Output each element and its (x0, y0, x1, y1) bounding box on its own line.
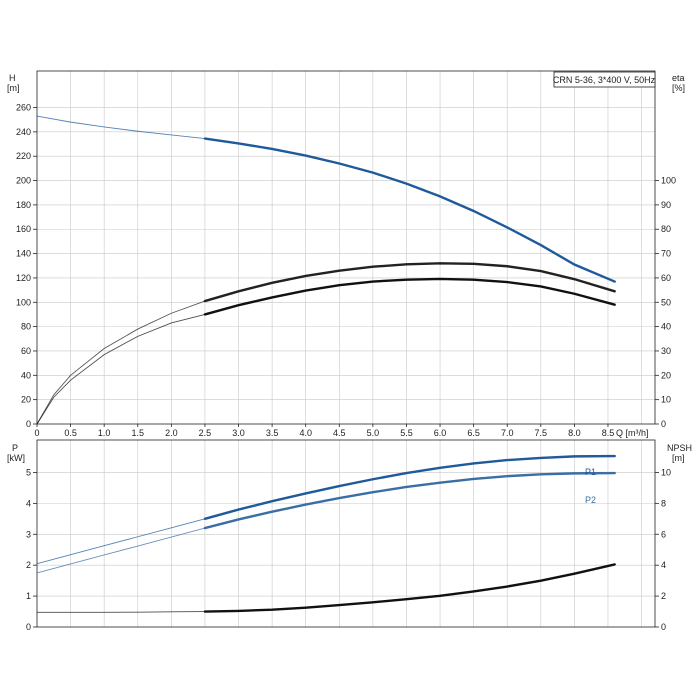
top-right-tick-label: 40 (661, 322, 671, 332)
bottom-left-tick-label: 0 (26, 622, 31, 632)
top-left-tick-label: 160 (16, 224, 31, 234)
x-tick-label: 6.0 (434, 428, 447, 438)
x-tick-label: 5.5 (400, 428, 413, 438)
top-left-tick-label: 260 (16, 103, 31, 113)
top-right-axis-unit: [%] (672, 83, 685, 93)
x-tick-label: 3.0 (232, 428, 245, 438)
top-left-tick-label: 80 (21, 322, 31, 332)
x-tick-label: 8.5 (602, 428, 615, 438)
p2-series-label: P2 (585, 495, 596, 505)
x-axis-label: Q [m³/h] (616, 428, 649, 438)
bottom-series-2-operating-line (203, 563, 616, 613)
top-right-tick-label: 90 (661, 200, 671, 210)
top-left-tick-label: 200 (16, 176, 31, 186)
x-tick-label: 1.5 (132, 428, 145, 438)
top-left-tick-label: 40 (21, 370, 31, 380)
bottom-right-tick-label: 4 (661, 560, 666, 570)
top-right-tick-label: 60 (661, 273, 671, 283)
top-series-2-operating-line (203, 277, 616, 316)
bottom-series-0-operating-line (203, 454, 616, 521)
top-left-tick-label: 140 (16, 249, 31, 259)
bottom-right-axis-unit: [m] (672, 453, 685, 463)
top-left-tick-label: 180 (16, 200, 31, 210)
top-right-tick-label: 10 (661, 395, 671, 405)
top-right-tick-label: 100 (661, 176, 676, 186)
bottom-right-tick-label: 8 (661, 498, 666, 508)
bottom-series-0-extension-line (36, 518, 206, 565)
top-series-0-extension-line (36, 115, 205, 140)
top-right-tick-label: 80 (661, 224, 671, 234)
top-left-tick-label: 120 (16, 273, 31, 283)
bottom-left-tick-label: 1 (26, 591, 31, 601)
bottom-left-tick-label: 4 (26, 498, 31, 508)
x-tick-label: 2.0 (165, 428, 178, 438)
head-efficiency-panel: 0204060801001201401601802002202402600102… (16, 70, 676, 438)
top-series-2-extension-line (36, 314, 206, 425)
top-plot-frame (36, 70, 656, 425)
x-tick-label: 1.0 (98, 428, 111, 438)
top-right-tick-label: 30 (661, 346, 671, 356)
bottom-right-tick-label: 2 (661, 591, 666, 601)
bottom-plot-frame (36, 439, 656, 628)
bottom-right-tick-label: 6 (661, 529, 666, 539)
x-tick-label: 4.5 (333, 428, 346, 438)
top-series-0-operating-line (203, 137, 616, 283)
top-right-axis-label: eta (672, 73, 685, 83)
top-right-tick-label: 0 (661, 419, 666, 429)
bottom-left-tick-label: 3 (26, 529, 31, 539)
bottom-right-tick-label: 0 (661, 622, 666, 632)
x-tick-label: 5.0 (367, 428, 380, 438)
top-left-tick-label: 100 (16, 297, 31, 307)
bottom-left-tick-label: 5 (26, 467, 31, 477)
top-left-tick-label: 20 (21, 395, 31, 405)
bottom-left-axis-unit: [kW] (7, 453, 25, 463)
x-tick-label: 2.5 (199, 428, 212, 438)
title-box (553, 71, 656, 88)
x-tick-label: 0.5 (64, 428, 77, 438)
top-right-tick-label: 20 (661, 370, 671, 380)
x-tick-label: 3.5 (266, 428, 279, 438)
x-tick-label: 4.0 (299, 428, 312, 438)
top-series-1-operating-line (203, 262, 616, 303)
bottom-left-axis-label: P (12, 443, 18, 453)
x-tick-label: 8.0 (568, 428, 581, 438)
top-left-axis-unit: [m] (7, 83, 20, 93)
top-left-tick-label: 240 (16, 127, 31, 137)
top-left-tick-label: 220 (16, 151, 31, 161)
bottom-series-2-extension-line (37, 611, 205, 613)
chart-title: CRN 5-36, 3*400 V, 50Hz (553, 75, 656, 85)
power-npsh-panel: 0 1 2 3 4 5 0 2 4 6 8 10 (26, 439, 671, 632)
x-tick-label: 7.0 (501, 428, 514, 438)
p1-series-label: P1 (585, 467, 596, 477)
top-right-tick-label: 70 (661, 249, 671, 259)
top-left-axis-label: H (9, 73, 16, 83)
x-tick-label: 7.5 (535, 428, 548, 438)
top-right-tick-label: 50 (661, 297, 671, 307)
bottom-series-1-extension-line (36, 527, 206, 574)
top-left-tick-label: 60 (21, 346, 31, 356)
bottom-series-1-operating-line (203, 471, 616, 530)
bottom-right-tick-label: 10 (661, 467, 671, 477)
bottom-left-tick-label: 2 (26, 560, 31, 570)
top-series-1-extension-line (36, 300, 206, 425)
x-tick-label: 0 (34, 428, 39, 438)
bottom-right-axis-label: NPSH (667, 443, 692, 453)
x-tick-label: 6.5 (467, 428, 480, 438)
top-left-tick-label: 0 (26, 419, 31, 429)
